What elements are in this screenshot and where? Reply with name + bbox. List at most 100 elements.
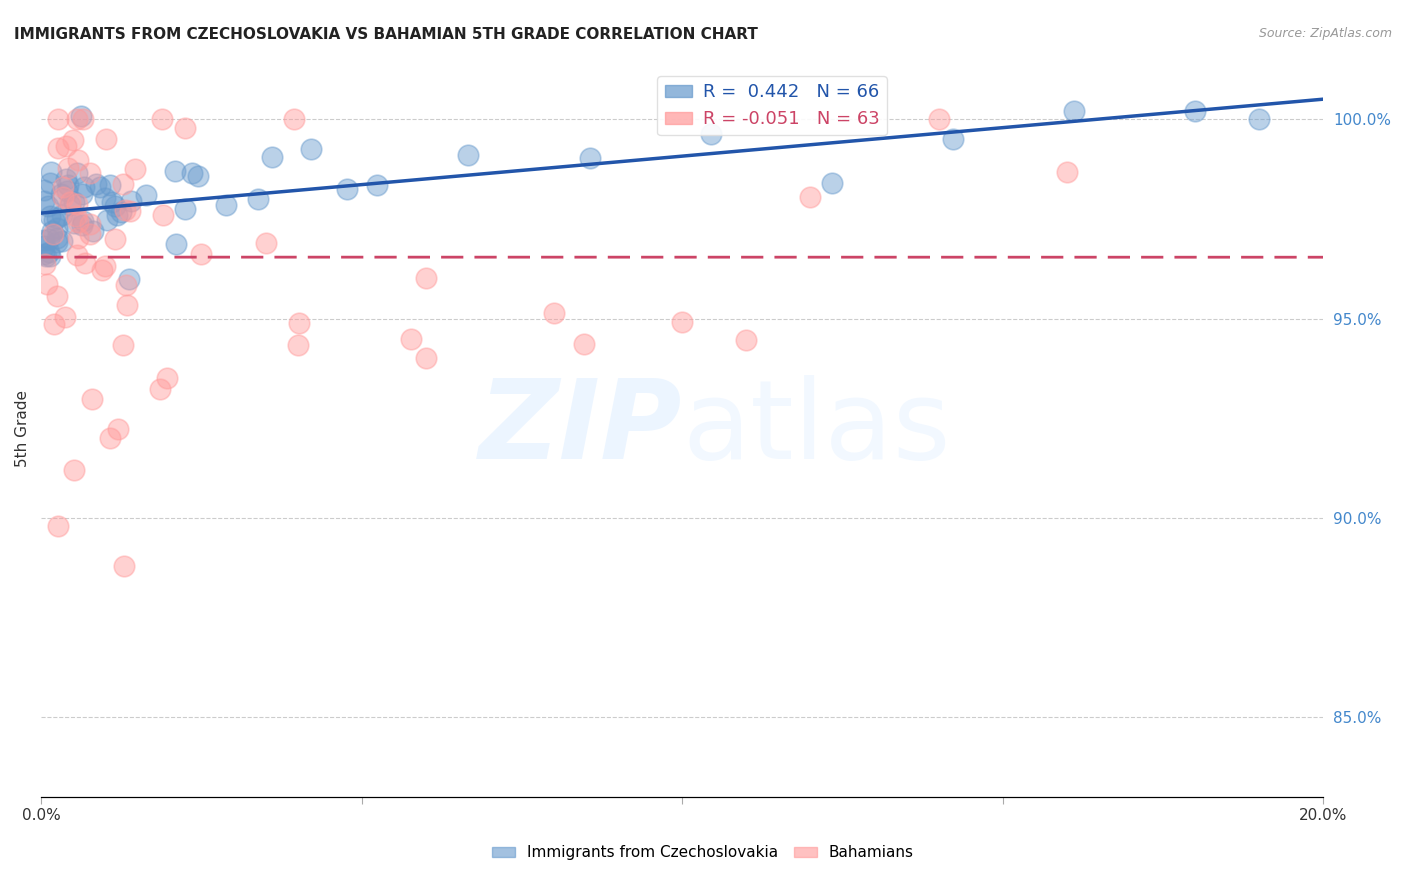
Point [89, 179, 111, 194]
Point [187, 169, 209, 184]
Point [457, 147, 479, 161]
Point [173, 202, 195, 217]
Point [34, 239, 56, 253]
Point [82, 392, 104, 406]
Point [46, 211, 69, 226]
Point [98, 431, 121, 445]
Point [49, 187, 72, 202]
Point [288, 317, 311, 331]
Point [254, 235, 277, 250]
Point [41, 224, 63, 238]
Point [52, 180, 75, 194]
Point [799, 190, 821, 204]
Point [67, 231, 90, 245]
Point [37, 277, 59, 292]
Point [821, 176, 844, 190]
Text: atlas: atlas [682, 375, 950, 482]
Point [65, 209, 87, 223]
Point [39, 176, 62, 190]
Point [79, 227, 101, 241]
Point [66, 196, 89, 211]
Point [120, 194, 142, 208]
Point [104, 232, 127, 246]
Point [56, 184, 79, 198]
Point [46, 141, 69, 155]
Point [66, 112, 89, 127]
Legend: R =  0.442   N = 66, R = -0.051   N = 63: R = 0.442 N = 66, R = -0.051 N = 63 [658, 76, 887, 136]
Point [39, 249, 62, 263]
Text: ZIP: ZIP [478, 375, 682, 482]
Point [59, 195, 82, 210]
Point [94, 132, 117, 146]
Point [86, 177, 108, 191]
Point [574, 337, 596, 351]
Point [111, 177, 134, 191]
Point [114, 278, 136, 293]
Point [59, 197, 82, 211]
Text: Source: ZipAtlas.com: Source: ZipAtlas.com [1258, 27, 1392, 40]
Point [63, 216, 86, 230]
Point [366, 178, 388, 192]
Point [66, 247, 89, 261]
Point [56, 161, 79, 175]
Point [543, 306, 565, 320]
Point [115, 298, 138, 312]
Point [104, 199, 127, 213]
Point [112, 558, 135, 573]
Point [699, 127, 721, 141]
Point [62, 194, 84, 209]
Point [72, 180, 94, 194]
Point [155, 371, 177, 385]
Point [94, 191, 117, 205]
Point [34, 257, 56, 271]
Point [42, 227, 65, 241]
Point [82, 224, 104, 238]
Point [51, 208, 73, 222]
Point [34, 194, 56, 208]
Point [299, 142, 322, 156]
Point [107, 422, 129, 436]
Point [1249, 112, 1271, 127]
Point [1184, 104, 1206, 119]
Point [55, 139, 77, 153]
Point [399, 332, 422, 346]
Point [53, 310, 76, 324]
Point [671, 315, 693, 329]
Point [190, 247, 212, 261]
Point [72, 112, 94, 127]
Point [120, 204, 142, 219]
Point [38, 244, 60, 259]
Point [45, 231, 67, 245]
Point [42, 317, 65, 331]
Point [135, 187, 157, 202]
Point [66, 153, 89, 167]
Point [34, 183, 56, 197]
Point [260, 150, 283, 164]
Point [110, 204, 132, 219]
Point [38, 232, 60, 246]
Point [415, 351, 437, 365]
Point [37, 199, 59, 213]
Point [148, 382, 170, 396]
Point [72, 187, 94, 202]
Point [38, 209, 60, 223]
Point [124, 162, 146, 177]
Point [34, 233, 56, 247]
Point [578, 151, 600, 165]
Point [118, 271, 141, 285]
Point [73, 256, 96, 270]
Point [735, 334, 758, 348]
Point [165, 237, 187, 252]
Point [66, 166, 89, 180]
Point [51, 234, 73, 248]
Point [55, 172, 77, 186]
Point [287, 338, 309, 352]
Point [173, 120, 195, 135]
Point [152, 112, 174, 127]
Legend: Immigrants from Czechoslovakia, Bahamians: Immigrants from Czechoslovakia, Bahamian… [486, 839, 920, 866]
Point [67, 215, 90, 229]
Point [246, 192, 269, 206]
Point [42, 212, 65, 227]
Point [46, 112, 69, 127]
Point [34, 247, 56, 261]
